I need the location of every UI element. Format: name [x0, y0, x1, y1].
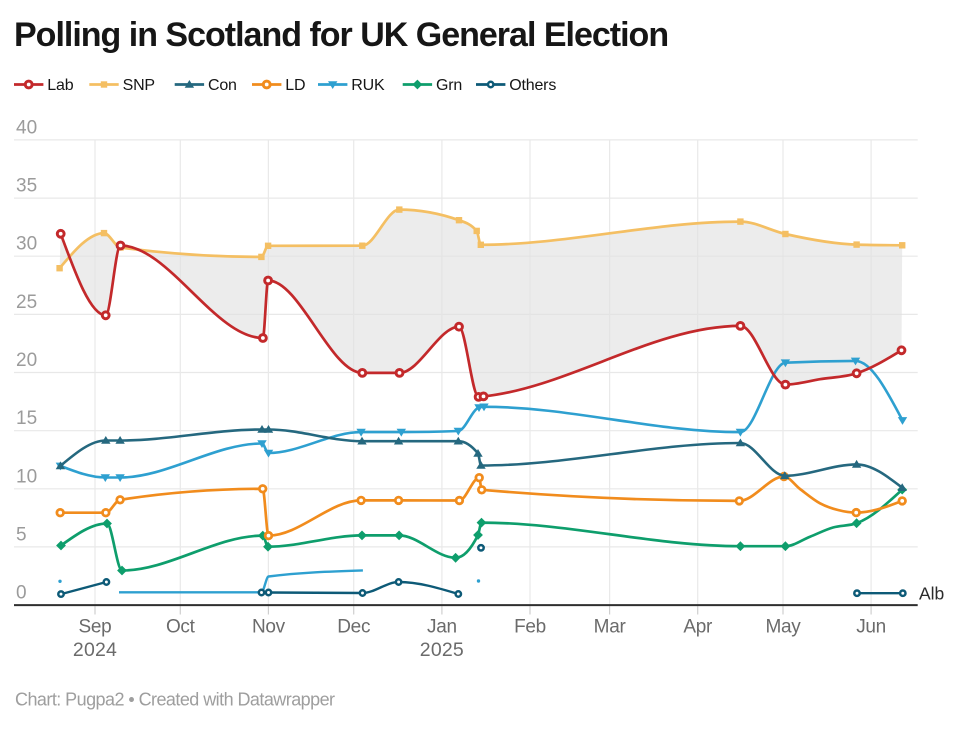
svg-text:Feb: Feb: [514, 616, 546, 637]
svg-text:20: 20: [16, 350, 37, 371]
svg-text:Grn: Grn: [436, 77, 462, 94]
svg-text:Apr: Apr: [683, 616, 713, 637]
svg-text:30: 30: [16, 234, 37, 255]
svg-text:Others: Others: [509, 77, 556, 94]
svg-text:Chart: Pugpa2 • Created with D: Chart: Pugpa2 • Created with Datawrapper: [15, 690, 335, 710]
svg-text:Oct: Oct: [166, 616, 196, 637]
svg-text:Jun: Jun: [856, 616, 886, 637]
svg-text:SNP: SNP: [123, 77, 155, 94]
svg-text:Mar: Mar: [594, 616, 627, 637]
svg-text:Alb: Alb: [919, 584, 944, 604]
svg-text:40: 40: [16, 117, 37, 138]
svg-text:May: May: [766, 616, 802, 637]
svg-text:10: 10: [16, 466, 37, 487]
svg-text:Nov: Nov: [252, 616, 286, 637]
svg-text:Lab: Lab: [47, 77, 73, 94]
svg-text:15: 15: [16, 408, 37, 429]
svg-text:Polling in Scotland for UK Gen: Polling in Scotland for UK General Elect…: [14, 16, 668, 54]
svg-text:35: 35: [16, 176, 37, 197]
svg-text:2024: 2024: [73, 639, 117, 661]
svg-text:0: 0: [16, 583, 27, 604]
svg-text:RUK: RUK: [351, 77, 385, 94]
svg-text:Sep: Sep: [79, 616, 112, 637]
svg-text:LD: LD: [285, 77, 305, 94]
svg-text:Jan: Jan: [427, 616, 457, 637]
svg-text:2025: 2025: [420, 639, 464, 661]
svg-text:Con: Con: [208, 77, 237, 94]
svg-text:Dec: Dec: [337, 616, 370, 637]
svg-text:5: 5: [16, 524, 27, 545]
svg-text:25: 25: [16, 292, 37, 313]
